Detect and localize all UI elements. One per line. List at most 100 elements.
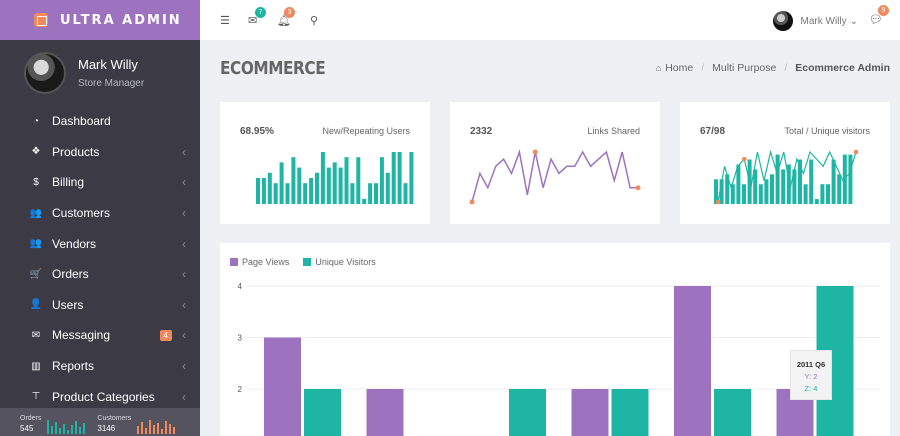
profile-role: Store Manager: [78, 78, 145, 89]
spark-bar: [719, 179, 724, 204]
chevron-left-icon: ‹: [182, 267, 186, 282]
sidebar-item-label: Product Categories: [52, 389, 155, 404]
y-tick-label: 4: [238, 282, 243, 291]
profile-name[interactable]: Mark Willy: [78, 57, 138, 72]
spark-bar: [309, 178, 314, 204]
spark-bar: [261, 178, 266, 204]
avatar: [772, 11, 793, 31]
spark-bar: [409, 152, 414, 204]
spark-bar: [753, 169, 758, 204]
chart-bar: [571, 389, 609, 436]
legend-label: Unique Visitors: [315, 257, 376, 267]
sitemap-icon: ⊤: [31, 391, 41, 403]
home-icon: ⌂: [655, 63, 662, 73]
sidebar-item-products[interactable]: ❖ Products ‹: [0, 137, 200, 168]
spark-bar: [848, 154, 853, 204]
brand-logo-icon: [34, 13, 48, 27]
spark-bar: [786, 164, 791, 204]
user-menu[interactable]: Mark Willy ⌄: [772, 11, 858, 31]
spark-point: [741, 156, 747, 162]
breadcrumb-home[interactable]: Home: [665, 62, 694, 74]
spark-bar: [303, 183, 308, 204]
sparkline-bar: [157, 423, 160, 434]
chart-tooltip: 2011 Q6 Y: 2 Z: 4: [790, 350, 832, 400]
legend-unique-visitors[interactable]: Unique Visitors: [303, 257, 376, 267]
sidebar-item-messaging[interactable]: ✉ Messaging 4 ‹: [0, 320, 200, 351]
spark-line: [471, 149, 638, 203]
spark-bar: [831, 159, 836, 204]
stat-value: 2332: [470, 126, 493, 137]
sidebar-item-customers[interactable]: 👥 Customers ‹: [0, 198, 200, 229]
brand-name: ULTRA ADMIN: [60, 12, 182, 28]
spark-bar: [397, 152, 402, 204]
page-title: ECOMMERCE: [220, 58, 326, 79]
sparkline-bar: [55, 422, 58, 434]
sidebar-item-label: Reports: [52, 359, 95, 374]
sidebar-item-billing[interactable]: $ Billing ‹: [0, 167, 200, 198]
vendors-icon: 👥: [29, 238, 43, 250]
sparkline-bar: [59, 428, 62, 434]
visitors-bar-chart: 2 3 4: [238, 282, 880, 436]
bell-icon[interactable]: 🔔︎ 3: [277, 7, 295, 27]
legend-page-views[interactable]: Page Views: [230, 257, 289, 267]
stat-value: 67/98: [700, 126, 726, 137]
chart-bar: [509, 389, 546, 436]
chevron-down-icon: ⌄: [849, 15, 858, 27]
spark-point: [532, 149, 538, 155]
sparkline-bar: [75, 421, 78, 434]
chart-bar: [714, 389, 751, 436]
sidebar-item-product-categories[interactable]: ⊤ Product Categories ‹: [0, 381, 200, 412]
stat-label: New/Repeating Users: [322, 126, 410, 136]
sidebar-item-label: Customers: [52, 206, 111, 221]
user-name: Mark Willy: [800, 15, 847, 27]
sparkline-bar: [71, 425, 74, 434]
tooltip-y: Y: 2: [804, 372, 818, 381]
notifications-badge: 3: [284, 7, 295, 18]
spark-point: [469, 199, 475, 205]
sparkline-bar: [169, 424, 172, 434]
tooltip-title: 2011 Q6: [796, 360, 826, 369]
spark-point: [715, 199, 721, 205]
legend-swatch: [303, 258, 312, 266]
chat-icon[interactable]: 💬︎ 9: [869, 5, 889, 26]
sidebar-item-reports[interactable]: ▥ Reports ‹: [0, 351, 200, 382]
stat-card-links: 2332 Links Shared: [450, 102, 660, 224]
spark-bar: [725, 174, 730, 204]
breadcrumb-multi-purpose[interactable]: Multi Purpose: [712, 62, 777, 74]
brand-header[interactable]: ULTRA ADMIN: [0, 0, 200, 40]
spark-bar: [285, 183, 290, 204]
sidebar-menu: ◔ Dashboard ❖ Products ‹ $ Billing ‹ 👥 Customers ‹…: [0, 106, 200, 412]
chevron-left-icon: ‹: [182, 144, 186, 159]
spark-bar: [730, 184, 735, 204]
avatar[interactable]: [24, 52, 66, 94]
spark-bar: [391, 152, 396, 204]
sidebar-item-vendors[interactable]: 👥 Vendors ‹: [0, 228, 200, 259]
stat-label: Links Shared: [587, 126, 640, 136]
spark-bar: [820, 184, 825, 204]
breadcrumb-current: Ecommerce Admin: [795, 62, 890, 74]
spark-bar: [332, 162, 337, 204]
chart-bar: [304, 389, 341, 436]
spark-bar: [764, 179, 769, 204]
spark-bar: [837, 174, 842, 204]
spark-bar: [385, 172, 390, 204]
chevron-left-icon: ‹: [182, 297, 186, 312]
sidebar-item-orders[interactable]: 🛒 Orders ‹: [0, 259, 200, 290]
search-icon[interactable]: ⚲: [310, 15, 319, 27]
breadcrumb: ⌂ Home / Multi Purpose / Ecommerce Admin: [655, 62, 890, 74]
sparkline-bar: [63, 424, 66, 434]
spark-bar: [758, 184, 763, 204]
envelope-icon[interactable]: ✉ 7: [248, 7, 266, 27]
topbar: ☰ ✉ 7 🔔︎ 3 ⚲ Mark Willy ⌄ 💬︎ 9: [200, 0, 900, 40]
sidebar-item-dashboard[interactable]: ◔ Dashboard: [0, 106, 200, 137]
sidebar-item-users[interactable]: 👤 Users ‹: [0, 290, 200, 321]
spark-bar: [267, 172, 272, 204]
hamburger-menu-icon[interactable]: ☰: [220, 15, 230, 27]
sparkline-bar: [149, 420, 152, 434]
messages-badge: 7: [255, 7, 266, 18]
sparkline-bar: [51, 426, 54, 434]
y-tick-label: 2: [238, 385, 243, 394]
links-line-sparkline: [469, 149, 641, 205]
sparkline-bar: [161, 429, 164, 434]
sidebar-item-label: Dashboard: [52, 114, 111, 129]
